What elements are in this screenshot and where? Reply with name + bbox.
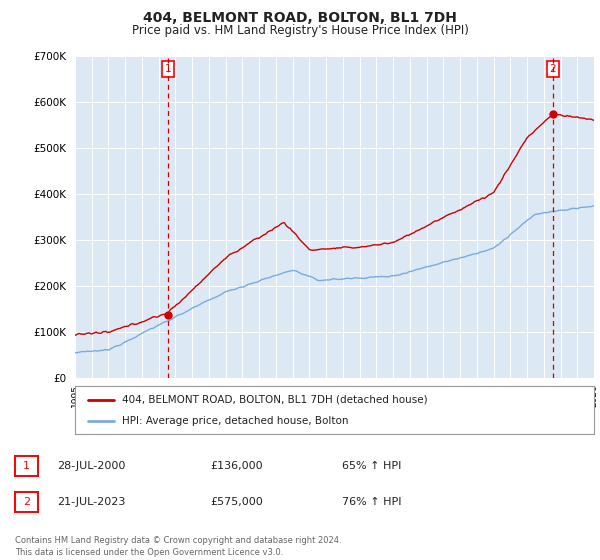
Text: 28-JUL-2000: 28-JUL-2000 [57, 461, 125, 471]
Text: £575,000: £575,000 [210, 497, 263, 507]
Text: 1: 1 [165, 64, 172, 74]
Text: £136,000: £136,000 [210, 461, 263, 471]
Text: 2: 2 [23, 497, 30, 507]
Text: HPI: Average price, detached house, Bolton: HPI: Average price, detached house, Bolt… [122, 416, 348, 426]
Text: Contains HM Land Registry data © Crown copyright and database right 2024.
This d: Contains HM Land Registry data © Crown c… [15, 536, 341, 557]
Text: 2: 2 [550, 64, 556, 74]
Text: 65% ↑ HPI: 65% ↑ HPI [342, 461, 401, 471]
Text: 404, BELMONT ROAD, BOLTON, BL1 7DH (detached house): 404, BELMONT ROAD, BOLTON, BL1 7DH (deta… [122, 395, 427, 405]
Text: 21-JUL-2023: 21-JUL-2023 [57, 497, 125, 507]
Text: 404, BELMONT ROAD, BOLTON, BL1 7DH: 404, BELMONT ROAD, BOLTON, BL1 7DH [143, 11, 457, 25]
Text: Price paid vs. HM Land Registry's House Price Index (HPI): Price paid vs. HM Land Registry's House … [131, 24, 469, 37]
Text: 76% ↑ HPI: 76% ↑ HPI [342, 497, 401, 507]
Text: 1: 1 [23, 461, 30, 471]
